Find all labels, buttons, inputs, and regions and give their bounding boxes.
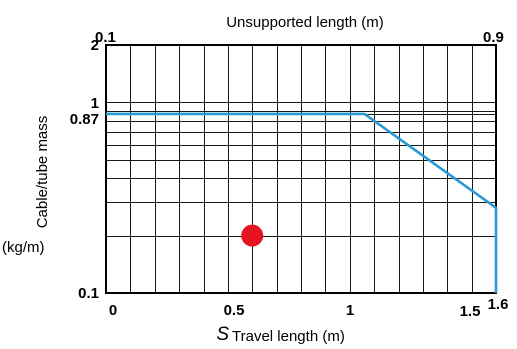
x-axis-label: Travel length (m) bbox=[232, 328, 345, 345]
x-tick-05: 0.5 bbox=[224, 302, 245, 319]
y-axis-label-line2: (kg/m) bbox=[2, 239, 45, 256]
x-tick-1: 1 bbox=[346, 302, 354, 319]
x-tick-15: 1.5 bbox=[460, 303, 481, 320]
y-tick-087: 0.87 bbox=[70, 111, 99, 128]
y-tick-1: 1 bbox=[91, 95, 99, 112]
data-point bbox=[241, 224, 264, 247]
x-axis-symbol: S bbox=[216, 324, 229, 345]
grid bbox=[106, 45, 496, 293]
y-tick-01: 0.1 bbox=[78, 285, 99, 302]
x-tick-16: 1.6 bbox=[488, 296, 509, 313]
plot-frame bbox=[105, 44, 497, 294]
top-axis-label: Unsupported length (m) bbox=[226, 14, 384, 31]
top-tick-left: 0.1 bbox=[95, 29, 116, 46]
top-tick-right: 0.9 bbox=[483, 29, 504, 46]
y-axis-label-line1: Cable/tube mass bbox=[34, 116, 51, 229]
points-group bbox=[241, 224, 264, 247]
series-group bbox=[106, 112, 498, 293]
y-tick-2: 2 bbox=[91, 37, 99, 54]
series-line bbox=[106, 112, 498, 293]
x-tick-0: 0 bbox=[109, 302, 117, 319]
